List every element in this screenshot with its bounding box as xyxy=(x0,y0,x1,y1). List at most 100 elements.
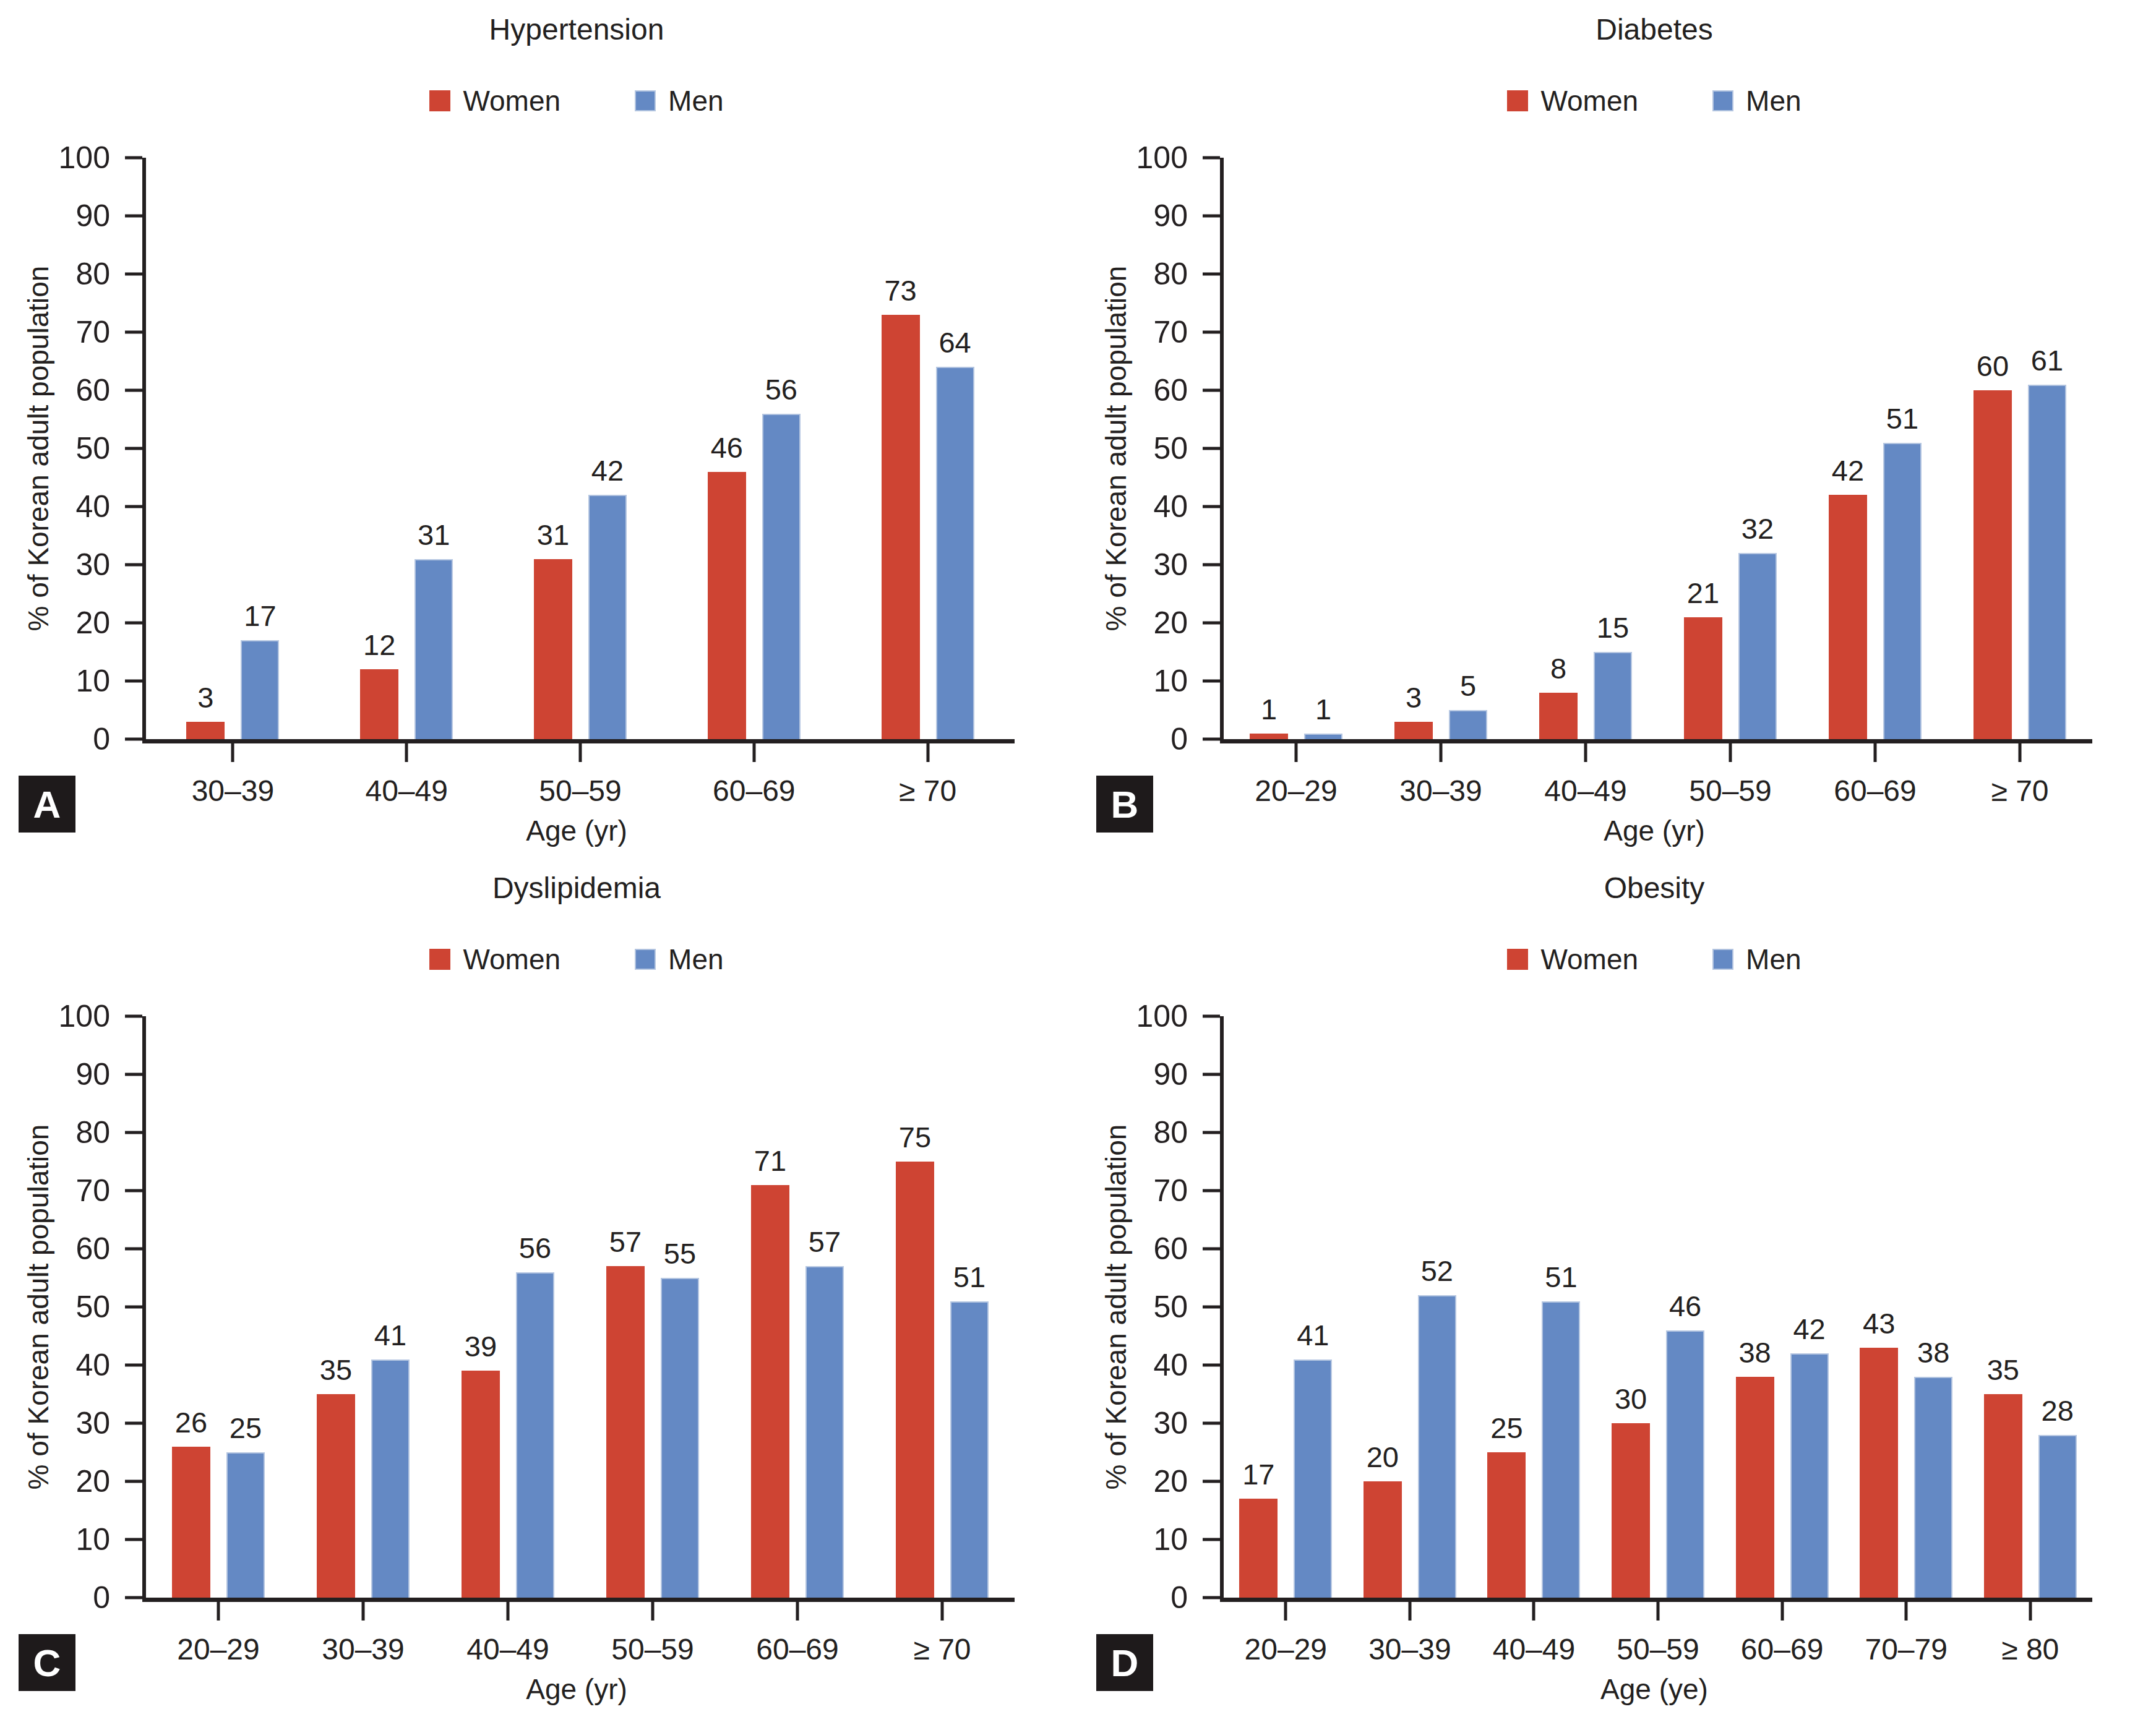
bar-women xyxy=(186,722,225,739)
category-cell: ≥ 706061 xyxy=(1948,158,2092,739)
bar-value-label: 25 xyxy=(1463,1413,1550,1442)
legend-swatch-men xyxy=(635,949,656,970)
x-category-label: ≥ 70 xyxy=(870,1632,1015,1666)
legend-item-men: Men xyxy=(1712,943,1801,976)
y-tick-label: 90 xyxy=(75,200,110,231)
y-tick xyxy=(125,1248,142,1251)
category-cell: 60–697157 xyxy=(725,1016,870,1598)
y-tick xyxy=(1203,1596,1220,1599)
bar-value-label: 64 xyxy=(912,328,999,357)
x-axis-title: Age (yr) xyxy=(1220,814,2089,847)
bar-value-label: 25 xyxy=(202,1413,289,1442)
y-axis-title: % of Korean adult population xyxy=(1099,1124,1133,1490)
plot-area: 010203040506070809010030–3931740–4912315… xyxy=(142,158,1015,743)
bar-value-label: 35 xyxy=(1960,1355,2046,1384)
bar-women xyxy=(1612,1423,1650,1598)
x-category-label: 20–29 xyxy=(146,1632,291,1666)
y-tick xyxy=(125,156,142,160)
legend-swatch-men xyxy=(635,90,656,111)
category-cells: 20–291130–393540–4981550–59213260–694251… xyxy=(1224,158,2092,739)
bar-men xyxy=(1449,710,1487,739)
y-tick xyxy=(1203,156,1220,160)
x-tick xyxy=(1780,1602,1784,1621)
x-tick xyxy=(926,743,929,762)
x-category-label: 40–49 xyxy=(1513,774,1658,808)
y-tick-label: 90 xyxy=(75,1059,110,1090)
y-tick-label: 20 xyxy=(1153,607,1188,638)
y-tick xyxy=(125,1306,142,1309)
bar-value-label: 43 xyxy=(1836,1309,1922,1338)
legend-swatch-women xyxy=(429,90,450,111)
category-cell: 30–3935 xyxy=(1368,158,1513,739)
panel-a-hypertension: HypertensionWomenMen% of Korean adult po… xyxy=(0,0,1078,859)
y-tick-label: 40 xyxy=(1153,491,1188,522)
category-cell: 20–2911 xyxy=(1224,158,1368,739)
x-category-label: 50–59 xyxy=(1658,774,1803,808)
bar-women xyxy=(1860,1348,1898,1598)
x-category-label: 60–69 xyxy=(1720,1632,1844,1666)
legend: Women Men xyxy=(142,84,1011,118)
y-tick xyxy=(125,331,142,334)
legend-item-men: Men xyxy=(1712,84,1801,118)
y-tick-label: 30 xyxy=(75,549,110,580)
bar-value-label: 17 xyxy=(1215,1460,1302,1489)
x-tick xyxy=(1440,743,1443,762)
y-tick-label: 70 xyxy=(75,317,110,348)
bar-women xyxy=(317,1394,355,1598)
bar-women xyxy=(1973,390,2012,739)
bar-value-label: 42 xyxy=(564,456,651,485)
legend-swatch-women xyxy=(1507,90,1528,111)
category-cell: 20–291741 xyxy=(1224,1016,1348,1598)
y-tick-label: 40 xyxy=(75,491,110,522)
y-tick xyxy=(125,1538,142,1541)
x-category-label: 50–59 xyxy=(1596,1632,1720,1666)
bar-men xyxy=(936,367,974,739)
x-category-label: ≥ 70 xyxy=(1948,774,2092,808)
chart-title: Dyslipidemia xyxy=(142,872,1011,905)
y-tick-label: 60 xyxy=(1153,375,1188,406)
category-cell: 50–595755 xyxy=(580,1016,725,1598)
legend: WomenMen xyxy=(142,943,1011,976)
bar-men xyxy=(1418,1295,1456,1598)
y-tick-label: 100 xyxy=(1136,1001,1188,1032)
bar-value-label: 46 xyxy=(1642,1291,1729,1321)
category-cell: 30–393541 xyxy=(291,1016,436,1598)
legend-swatch-women xyxy=(1507,949,1528,970)
y-tick xyxy=(125,622,142,625)
panel-b-diabetes: DiabetesWomenMen% of Korean adult popula… xyxy=(1078,0,2156,859)
panel-d-obesity: ObesityWomenMen% of Korean adult populat… xyxy=(1078,859,2156,1717)
bar-women xyxy=(606,1266,645,1598)
bar-men xyxy=(762,414,801,739)
bar-men xyxy=(950,1301,989,1598)
bar-value-label: 21 xyxy=(1660,578,1746,607)
x-category-label: 30–39 xyxy=(1348,1632,1472,1666)
panel-badge: C xyxy=(19,1634,75,1691)
category-cell: 40–493956 xyxy=(436,1016,580,1598)
panel-c-dyslipidemia: DyslipidemiaWomenMen% of Korean adult po… xyxy=(0,859,1078,1717)
y-tick-label: 80 xyxy=(1153,1117,1188,1148)
y-tick-label: 50 xyxy=(1153,433,1188,464)
legend-label-women: Women xyxy=(463,84,560,118)
x-tick xyxy=(405,743,408,762)
legend-item-men: Men xyxy=(635,943,723,976)
bar-women xyxy=(1364,1481,1402,1598)
x-tick xyxy=(752,743,755,762)
x-tick xyxy=(1284,1602,1287,1621)
bar-value-label: 56 xyxy=(738,375,825,404)
y-tick xyxy=(125,273,142,276)
bar-value-label: 3 xyxy=(162,683,249,712)
legend-label-men: Men xyxy=(668,84,723,118)
bar-men xyxy=(805,1266,844,1598)
bar-men xyxy=(1738,553,1777,739)
x-tick xyxy=(1295,743,1298,762)
y-tick xyxy=(125,1480,142,1483)
y-tick xyxy=(125,1364,142,1367)
y-tick-label: 30 xyxy=(1153,1408,1188,1439)
x-category-label: 40–49 xyxy=(1472,1632,1596,1666)
legend-label-men: Men xyxy=(1746,84,1801,118)
category-cells: 20–29262530–39354140–49395650–59575560–6… xyxy=(146,1016,1015,1598)
y-tick-label: 20 xyxy=(75,607,110,638)
y-axis-title: % of Korean adult population xyxy=(1099,266,1133,632)
x-category-label: 40–49 xyxy=(320,774,494,808)
legend-item-women: Women xyxy=(1507,943,1638,976)
